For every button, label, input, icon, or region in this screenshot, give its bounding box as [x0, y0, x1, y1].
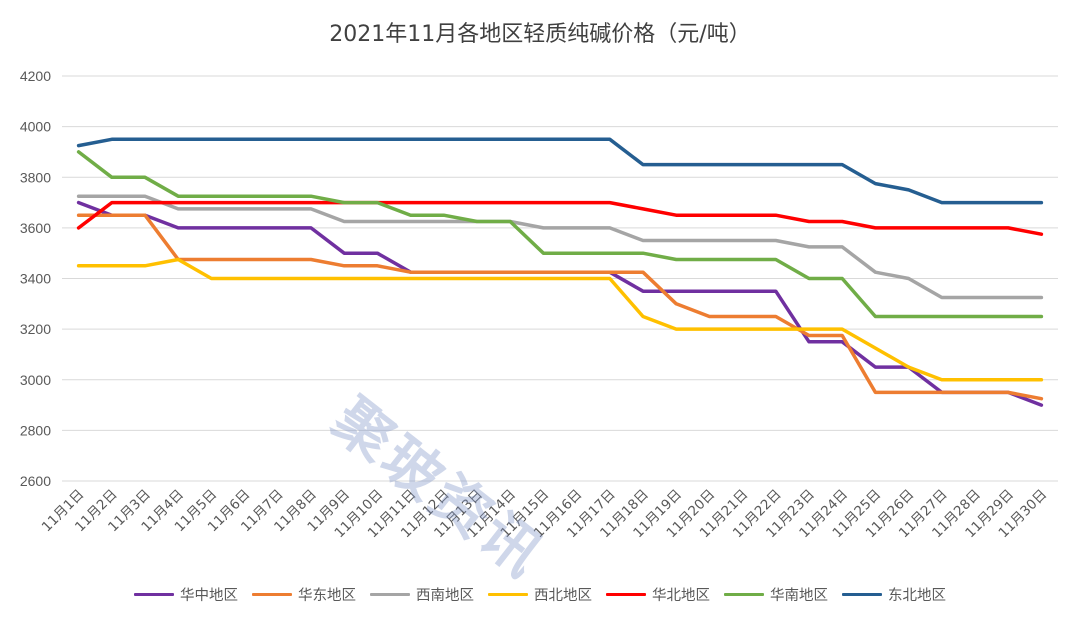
series-line-5 — [76, 200, 1044, 236]
legend-label: 华南地区 — [770, 587, 828, 604]
y-tick-label: 3800 — [20, 169, 51, 185]
y-axis-tick-labels: 2600 2800 3000 3200 3400 3600 3800 4000 4200 — [20, 68, 51, 489]
y-tick-label: 4200 — [20, 68, 51, 84]
y-tick-label: 3600 — [20, 220, 51, 236]
legend-swatch — [134, 592, 174, 596]
series-line-2 — [76, 213, 1044, 401]
chart-title: 2021年11月各地区轻质纯碱价格（元/吨） — [329, 22, 751, 47]
legend-label: 华中地区 — [180, 587, 238, 604]
y-tick-label: 2600 — [20, 473, 51, 489]
y-tick-label: 3000 — [20, 372, 51, 388]
series-lines — [76, 137, 1044, 407]
legend-swatch — [842, 592, 882, 596]
series-line-3 — [76, 194, 1044, 300]
legend-swatch — [724, 592, 764, 596]
y-tick-label: 4000 — [20, 119, 51, 135]
legend-item: 华中地区 — [134, 584, 238, 605]
legend-label: 西北地区 — [534, 587, 592, 604]
y-tick-label: 2800 — [20, 422, 51, 438]
y-tick-label: 3400 — [20, 271, 51, 287]
legend-item: 华南地区 — [724, 584, 828, 605]
legend-swatch — [252, 592, 292, 596]
legend-item: 西南地区 — [370, 584, 474, 605]
legend-swatch — [606, 592, 646, 596]
series-line-4 — [76, 257, 1044, 382]
legend-swatch — [370, 592, 410, 596]
legend-item: 华东地区 — [252, 584, 356, 605]
legend-label: 东北地区 — [888, 587, 946, 604]
legend-item: 华北地区 — [606, 584, 710, 605]
legend-swatch — [488, 592, 528, 596]
legend-label: 华东地区 — [298, 587, 356, 604]
legend-item: 东北地区 — [842, 584, 946, 605]
x-axis-tick-labels: 11月1日11月2日11月3日11月4日11月5日11月6日11月7日11月8日… — [39, 487, 1050, 542]
legend-label: 华北地区 — [652, 587, 710, 604]
series-line-7 — [76, 137, 1044, 205]
y-tick-label: 3200 — [20, 321, 51, 337]
series-line-1 — [76, 200, 1044, 407]
legend: 华中地区 华东地区 西南地区 西北地区 华北地区 华南地区 东北地区 — [0, 583, 1080, 605]
legend-item: 西北地区 — [488, 584, 592, 605]
series-line-6 — [76, 150, 1044, 319]
legend-label: 西南地区 — [416, 587, 474, 604]
